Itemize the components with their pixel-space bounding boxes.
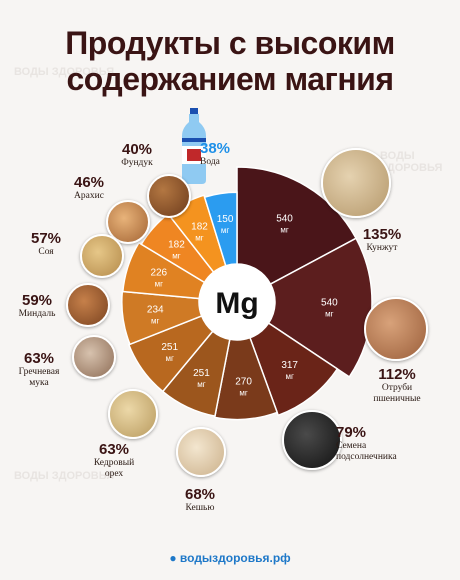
name-sunflower-seeds: Семена подсолнечника	[336, 441, 397, 462]
slice-unit-0: мг	[221, 226, 230, 235]
label-sunflower-seeds: 79% Семена подсолнечника	[336, 424, 428, 463]
water-drop-icon: ●	[169, 551, 177, 565]
percent-sunflower-seeds: 79%	[336, 424, 367, 441]
watermark: ВОДЫ ЗДОРОВЬЯ	[380, 150, 443, 174]
label-buckwheat-flour: 63% Гречневая мука	[4, 350, 74, 389]
slice-value-0: 150	[217, 214, 234, 225]
slice-unit-4: мг	[151, 317, 160, 326]
watermark: ВОДЫ ЗДОРОВЬЯ	[14, 66, 115, 78]
slice-unit-2: мг	[172, 251, 181, 260]
slice-unit-3: мг	[155, 279, 164, 288]
name-water: Вода	[200, 157, 220, 167]
label-wheat-bran: 112% Отруби пшеничные	[366, 366, 428, 405]
name-almond: Миндаль	[18, 309, 56, 319]
percent-pine-nut: 63%	[98, 441, 130, 458]
wheat-bran-image	[364, 297, 428, 361]
slice-unit-5: мг	[165, 354, 174, 363]
slice-unit-1: мг	[195, 233, 204, 242]
footer-site: ● водыздоровья.рф	[0, 551, 460, 565]
percent-wheat-bran: 112%	[378, 366, 416, 383]
percent-soy: 57%	[30, 230, 62, 247]
percent-sesame: 135%	[362, 226, 402, 243]
name-wheat-bran: Отруби пшеничные	[373, 383, 421, 404]
slice-value-6: 251	[193, 368, 210, 379]
slice-unit-7: мг	[239, 388, 248, 397]
sesame-image	[321, 148, 391, 218]
cashew-image	[176, 427, 226, 477]
slice-value-2: 182	[168, 239, 185, 250]
percent-water: 38%	[200, 140, 231, 157]
percent-almond: 59%	[21, 292, 53, 309]
slice-unit-8: мг	[285, 372, 294, 381]
slice-value-8: 317	[281, 360, 298, 371]
slice-value-1: 182	[191, 221, 208, 232]
percent-cashew: 68%	[184, 486, 216, 503]
slice-value-9: 540	[321, 297, 338, 308]
slice-value-4: 234	[147, 305, 164, 316]
buckwheat-flour-image	[72, 335, 116, 379]
label-almond: 59% Миндаль	[6, 292, 68, 320]
title-line-1: Продукты с высоким	[65, 25, 395, 61]
slice-value-10: 540	[276, 214, 293, 225]
footer-site-text: водыздоровья.рф	[179, 551, 291, 565]
label-sesame: 135% Кунжут	[352, 226, 412, 254]
slice-unit-6: мг	[197, 380, 206, 389]
slice-10	[236, 166, 358, 286]
name-pine-nut: Кедровый орех	[93, 458, 135, 479]
label-soy: 57% Соя	[16, 230, 76, 258]
water-bottle-icon	[182, 108, 206, 184]
slice-value-5: 251	[161, 342, 178, 353]
percent-peanut: 46%	[73, 174, 105, 191]
name-sesame: Кунжут	[366, 243, 398, 253]
name-cashew: Кешью	[185, 503, 215, 513]
slice-unit-10: мг	[280, 226, 289, 235]
label-hazelnut: 40% Фундук	[102, 141, 172, 169]
title-line-2: содержанием магния	[66, 61, 394, 97]
percent-buckwheat-flour: 63%	[23, 350, 55, 367]
label-cashew: 68% Кешью	[170, 486, 230, 514]
pine-nut-image	[108, 389, 158, 439]
soy-image	[80, 234, 124, 278]
center-label: Mg	[215, 287, 258, 320]
watermark: ВОДЫ ЗДОРОВЬЯ	[14, 470, 115, 482]
almond-image	[66, 283, 110, 327]
label-pine-nut: 63% Кедровый орех	[80, 441, 148, 480]
name-buckwheat-flour: Гречневая мука	[18, 367, 60, 388]
slice-value-3: 226	[150, 267, 167, 278]
sunflower-seeds-image	[282, 410, 342, 470]
slice-value-7: 270	[235, 376, 252, 387]
slice-7	[213, 336, 279, 421]
hazelnut-image	[147, 174, 191, 218]
name-hazelnut: Фундук	[121, 158, 153, 168]
slice-unit-9: мг	[325, 309, 334, 318]
name-peanut: Арахис	[74, 191, 104, 201]
donut-center	[199, 264, 275, 340]
name-soy: Соя	[38, 247, 54, 257]
label-water: 38% Вода	[200, 140, 260, 168]
percent-hazelnut: 40%	[121, 141, 153, 158]
label-peanut: 46% Арахис	[54, 174, 124, 202]
slice-9	[267, 237, 373, 378]
